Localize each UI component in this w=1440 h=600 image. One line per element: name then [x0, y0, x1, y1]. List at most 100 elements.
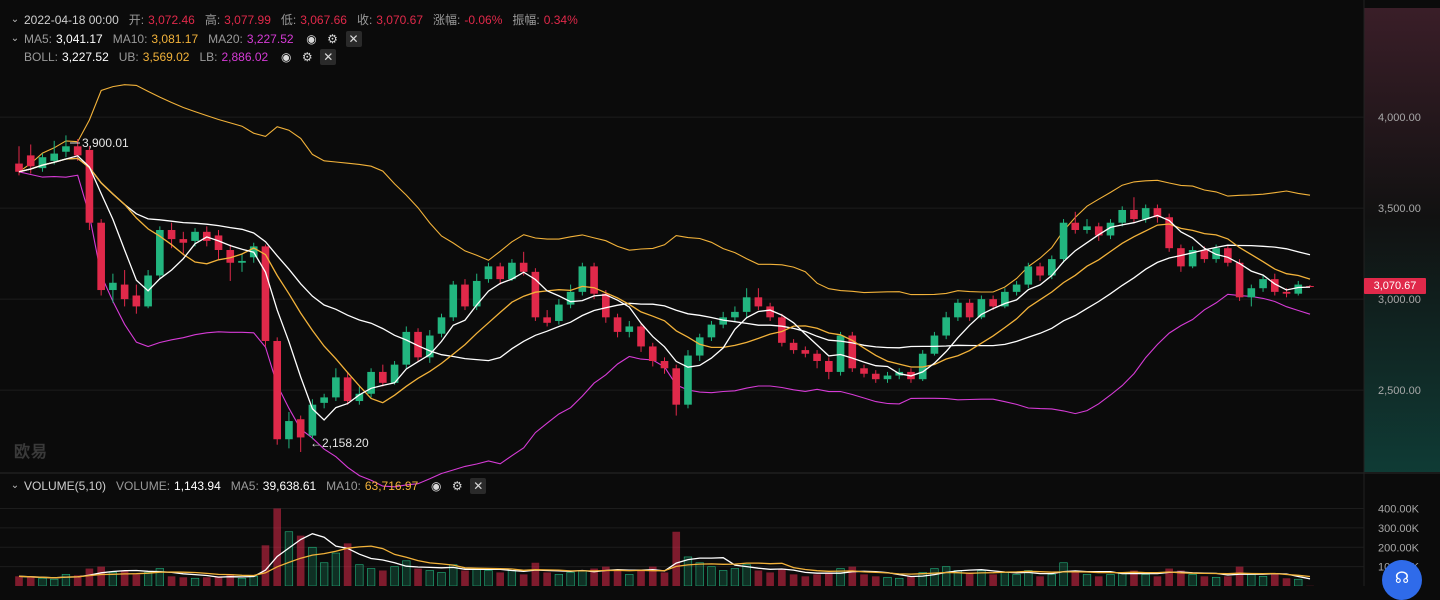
candle-body [238, 261, 246, 263]
volume-bar [97, 567, 105, 586]
volume-bar [766, 572, 774, 586]
volume-bar [1071, 571, 1079, 587]
headset-icon[interactable]: ☊ [1382, 560, 1422, 600]
volume-bar [684, 557, 692, 586]
candle-body [1294, 285, 1302, 294]
gear-icon[interactable]: ⚙ [299, 49, 315, 65]
volume-bar [473, 569, 481, 586]
candle-body [27, 155, 35, 166]
candle-body [1283, 292, 1291, 294]
low-mark-label: 2,158.20 [322, 436, 369, 450]
volume-bar [1248, 574, 1256, 586]
eye-icon[interactable]: ◉ [428, 478, 444, 494]
candle-body [1142, 208, 1150, 219]
candle-body [672, 368, 680, 404]
ma5-line [19, 156, 1310, 420]
volume-bar [1036, 576, 1044, 586]
gear-icon[interactable]: ⚙ [449, 478, 465, 494]
volume-bar [203, 577, 211, 586]
volume-bar [215, 576, 223, 586]
legend-ma5: 3,041.17 [56, 31, 103, 47]
candle-body [1201, 250, 1209, 259]
candle-body [1083, 226, 1091, 230]
volume-bar [262, 545, 270, 586]
volume-bar [884, 577, 892, 586]
volume-bar [966, 572, 974, 586]
volume-bar [1083, 574, 1091, 586]
legend-vol-ma10: 63,716.97 [365, 478, 418, 494]
ma-legend: ⌄ MA5:3,041.17 MA10:3,081.17 MA20:3,227.… [8, 31, 367, 47]
volume-bar [285, 532, 293, 586]
volume-bar [50, 579, 58, 586]
volume-bar [625, 574, 633, 586]
volume-bar [144, 572, 152, 586]
volume-bar [567, 572, 575, 586]
volume-bar [719, 571, 727, 587]
chevron-down-icon[interactable]: ⌄ [8, 478, 22, 494]
close-icon[interactable]: ✕ [346, 31, 362, 47]
volume-bar [1189, 574, 1197, 586]
eye-icon[interactable]: ◉ [304, 31, 320, 47]
candle-body [602, 294, 610, 318]
current-price-tag: 3,070.67 [1364, 278, 1426, 294]
low-mark-arrow: ← [310, 436, 322, 450]
volume-bar [1212, 577, 1220, 586]
candle-body [50, 154, 58, 161]
volume-bar [895, 578, 903, 586]
volume-bar [1259, 576, 1267, 586]
candle-body [661, 361, 669, 368]
candle-body [379, 372, 387, 383]
chevron-down-icon[interactable]: ⌄ [8, 12, 22, 28]
legend-volume: 1,143.94 [174, 478, 221, 494]
legend-ub: 3,569.02 [143, 49, 190, 65]
close-icon[interactable]: ✕ [470, 478, 486, 494]
close-icon[interactable]: ✕ [320, 49, 336, 65]
volume-bar [802, 576, 810, 586]
candle-body [215, 235, 223, 250]
volume-bar [755, 571, 763, 587]
eye-icon[interactable]: ◉ [278, 49, 294, 65]
volume-bar [1201, 576, 1209, 586]
boll-lower-line [19, 172, 1310, 487]
gear-icon[interactable]: ⚙ [325, 31, 341, 47]
volume-bar [942, 567, 950, 586]
legend-low: 3,067.66 [300, 12, 347, 28]
candle-body [121, 285, 129, 300]
candle-body [684, 356, 692, 405]
candle-body [109, 283, 117, 290]
chevron-down-icon[interactable]: ⌄ [8, 31, 22, 47]
candle-body [708, 325, 716, 338]
chart-canvas[interactable]: 4,000.003,500.003,000.002,500.00400.00K3… [0, 0, 1440, 586]
volume-bar [367, 569, 375, 586]
volume-bar [743, 565, 751, 586]
volume-bar [485, 571, 493, 587]
legend-lb: 2,886.02 [222, 49, 269, 65]
candle-body [1165, 217, 1173, 248]
volume-bar [931, 569, 939, 586]
candle-body [825, 361, 833, 372]
volume-bar [1001, 572, 1009, 586]
legend-ma10: 3,081.17 [151, 31, 198, 47]
candle-body [637, 326, 645, 346]
volume-bar [579, 571, 587, 587]
ohlc-legend: ⌄ 2022-04-18 00:00 开:3,072.46 高:3,077.99… [8, 12, 588, 28]
volume-bar [555, 574, 563, 586]
volume-bar [414, 569, 422, 586]
candle-body [332, 377, 340, 397]
volume-bar [520, 574, 528, 586]
candles [15, 135, 1314, 452]
volume-bar [332, 553, 340, 586]
candle-body [86, 150, 94, 223]
candle-body [508, 263, 516, 279]
candle-body [496, 266, 504, 279]
candle-body [532, 272, 540, 317]
candle-body [297, 419, 305, 437]
boll-upper-line [19, 85, 1310, 295]
legend-high: 3,077.99 [224, 12, 271, 28]
candle-body [872, 374, 880, 379]
volume-bar [391, 567, 399, 586]
volume-bar [543, 572, 551, 586]
volume-bar [496, 572, 504, 586]
candle-body [1130, 210, 1138, 219]
legend-vol-ma5: 39,638.61 [263, 478, 316, 494]
